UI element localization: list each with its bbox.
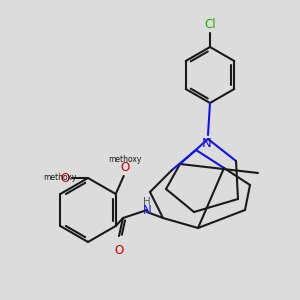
- Text: O: O: [114, 244, 124, 257]
- Text: Cl: Cl: [204, 18, 216, 31]
- Text: N: N: [202, 137, 212, 150]
- Text: N: N: [142, 203, 152, 217]
- Text: O: O: [120, 161, 129, 174]
- Text: methoxy: methoxy: [43, 173, 77, 182]
- Text: O: O: [61, 172, 70, 184]
- Text: H: H: [143, 197, 151, 207]
- Text: methoxy: methoxy: [108, 155, 141, 164]
